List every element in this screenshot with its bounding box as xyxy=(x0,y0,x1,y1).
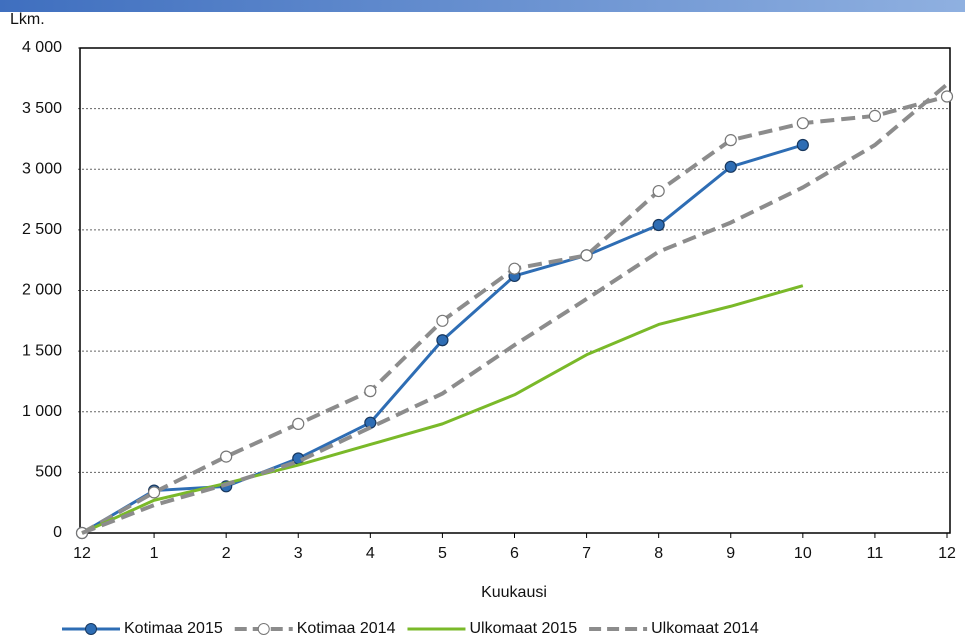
y-tick-label: 1 000 xyxy=(22,403,62,420)
x-axis-label: Kuukausi xyxy=(481,584,547,601)
data-point xyxy=(292,417,305,430)
data-point xyxy=(580,249,593,262)
x-tick-label: 10 xyxy=(794,545,812,562)
x-tick-label: 4 xyxy=(366,545,375,562)
data-point xyxy=(147,486,161,499)
data-point xyxy=(724,134,737,147)
y-tick-label: 4 000 xyxy=(22,39,62,56)
data-point xyxy=(652,184,665,198)
x-tick-label: 3 xyxy=(294,545,303,562)
data-point xyxy=(436,334,449,347)
series-line xyxy=(81,284,804,535)
legend-marker xyxy=(85,623,97,635)
data-point xyxy=(220,450,233,463)
y-tick-label: 3 500 xyxy=(22,100,62,117)
data-point xyxy=(364,385,377,398)
data-point xyxy=(796,138,809,152)
data-point xyxy=(652,218,665,232)
x-tick-label: 7 xyxy=(582,545,591,562)
x-tick-label: 11 xyxy=(867,545,884,562)
x-tick-label: 8 xyxy=(654,545,663,562)
y-tick-label: 2 000 xyxy=(22,282,62,299)
series-line xyxy=(81,82,949,535)
chart-title: Lkm. xyxy=(10,11,45,28)
y-tick-label: 0 xyxy=(53,524,62,541)
data-point xyxy=(724,160,737,173)
data-point xyxy=(436,314,449,327)
x-tick-label: 2 xyxy=(222,545,231,562)
y-tick-label: 1 500 xyxy=(22,342,62,359)
data-point xyxy=(940,90,954,103)
legend-label: Kotimaa 2014 xyxy=(297,620,396,637)
x-tick-label: 12 xyxy=(938,545,956,562)
x-tick-label: 12 xyxy=(73,545,91,562)
x-tick-label: 6 xyxy=(510,545,519,562)
x-tick-label: 5 xyxy=(438,545,447,562)
x-tick-label: 1 xyxy=(150,545,159,562)
data-point xyxy=(796,117,809,130)
window-bar xyxy=(0,0,965,12)
legend-marker xyxy=(257,623,270,635)
y-tick-label: 2 500 xyxy=(22,221,62,238)
legend-label: Ulkomaat 2015 xyxy=(469,620,577,637)
legend-label: Ulkomaat 2014 xyxy=(651,620,759,637)
data-point xyxy=(868,109,882,123)
y-tick-label: 3 000 xyxy=(22,160,62,177)
data-point xyxy=(364,416,377,429)
legend-label: Kotimaa 2015 xyxy=(124,620,223,637)
series-line xyxy=(81,94,948,535)
y-tick-label: 500 xyxy=(35,464,62,481)
data-point xyxy=(508,262,521,275)
x-tick-label: 9 xyxy=(726,545,735,562)
